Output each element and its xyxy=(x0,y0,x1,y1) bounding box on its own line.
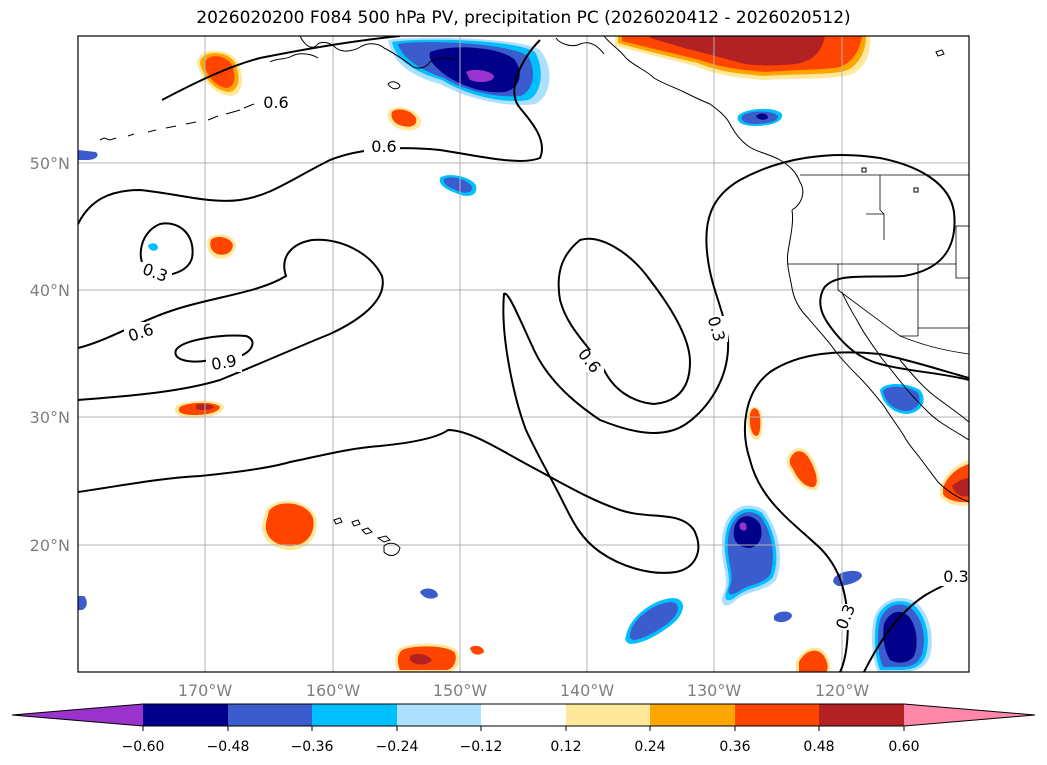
precip-blob-alaska-positive xyxy=(615,36,871,80)
state-borders xyxy=(788,174,969,355)
precip-blob-gulf-alaska xyxy=(388,37,550,106)
precip-blob-small-4 xyxy=(174,400,224,418)
contour-label-bg xyxy=(364,136,400,156)
map-frame xyxy=(77,35,970,673)
plot-title: 2026020200 F084 500 hPa PV, precipitatio… xyxy=(196,8,851,28)
lat-tick-label: 20°N xyxy=(30,536,70,555)
colorbar-segment xyxy=(397,704,481,726)
contour-label-bg xyxy=(832,604,858,630)
colorbar-tick-label: −0.36 xyxy=(291,739,334,755)
colorbar: −0.60 −0.48 −0.36 −0.24 −0.12 0.12 0.24 … xyxy=(11,703,1036,755)
colorbar-extend-min xyxy=(12,704,143,726)
precip-blob-south-2 xyxy=(625,598,684,644)
precip-blob-baja xyxy=(880,384,924,414)
contour-label: 0.9 xyxy=(210,351,238,374)
colorbar-segment xyxy=(481,704,566,726)
map-area: 0.6 0.6 0.3 0.6 0.9 0.6 0.3 0.3 0.3 xyxy=(78,36,969,672)
precip-blob-south-3 xyxy=(796,647,830,672)
colorbar-segment xyxy=(566,704,650,726)
precip-blob-bc xyxy=(737,108,783,126)
precip-blob-west-edge-2 xyxy=(78,596,87,610)
colorbar-tick-label: −0.24 xyxy=(376,739,419,755)
colorbar-segment xyxy=(143,704,228,726)
contour-label-bg xyxy=(124,322,158,342)
precip-blob-small-6 xyxy=(774,611,792,623)
precip-blob-west-edge xyxy=(78,150,98,160)
colorbar-segment xyxy=(735,704,819,726)
lat-tick-label: 30°N xyxy=(30,408,70,427)
precip-blob-small-3 xyxy=(207,234,236,259)
contour-label-bg xyxy=(256,92,296,112)
lat-axis: 50°N 40°N 30°N 20°N xyxy=(30,154,70,555)
colorbar-ticks xyxy=(142,726,905,731)
precip-blob-small-1 xyxy=(387,107,421,131)
precip-blob-small-2 xyxy=(439,175,477,196)
lon-tick-label: 140°W xyxy=(560,681,615,700)
colorbar-tick-label: 0.48 xyxy=(803,739,834,755)
precip-blob-tiny-2 xyxy=(420,588,438,599)
colorbar-extend-max xyxy=(904,704,1035,726)
contour-label: 0.6 xyxy=(371,137,396,156)
colorbar-segment xyxy=(228,704,312,726)
precip-blob-south-1 xyxy=(395,643,460,672)
lon-tick-label: 120°W xyxy=(815,681,870,700)
contour-labels: 0.6 0.6 0.3 0.6 0.9 0.6 0.3 0.3 0.3 xyxy=(124,92,969,632)
contour-label: 0.3 xyxy=(943,567,968,586)
contour-label-bg xyxy=(702,316,728,342)
precip-blob-127w-30n xyxy=(747,406,763,440)
colorbar-tick-label: −0.48 xyxy=(207,739,250,755)
contour-label-bg xyxy=(138,262,172,282)
precip-blob-southeast xyxy=(871,597,932,672)
precip-blob-122w-26n xyxy=(786,447,820,491)
colorbar-segment xyxy=(819,704,904,726)
colorbar-segment xyxy=(650,704,735,726)
lon-axis: 170°W 160°W 150°W 140°W 130°W 120°W xyxy=(178,681,870,700)
colorbar-tick-label: 0.12 xyxy=(550,739,581,755)
colorbar-tick-label: −0.60 xyxy=(122,739,165,755)
colorbar-tick-label: 0.60 xyxy=(888,739,919,755)
lat-tick-label: 40°N xyxy=(30,281,70,300)
colorbar-tick-label: −0.12 xyxy=(460,739,503,755)
coastlines xyxy=(99,36,969,556)
colorbar-segment xyxy=(312,704,397,726)
precip-blob-tiny-3 xyxy=(470,645,484,655)
gridlines xyxy=(78,36,969,672)
lat-tick-label: 50°N xyxy=(30,154,70,173)
lon-tick-label: 160°W xyxy=(306,681,361,700)
lon-tick-label: 150°W xyxy=(433,681,488,700)
lon-tick-label: 170°W xyxy=(178,681,233,700)
precip-blob-tiny-1 xyxy=(148,243,158,251)
contour-label-bg xyxy=(572,350,604,372)
precip-blob-hawaii xyxy=(261,500,317,550)
contour-label: 0.6 xyxy=(263,93,288,112)
contour-label-bg xyxy=(206,352,242,372)
contour-label-bg xyxy=(938,566,969,586)
lon-tick-label: 130°W xyxy=(687,681,742,700)
colorbar-tick-label: 0.24 xyxy=(634,739,665,755)
precip-blob-mexico xyxy=(940,460,969,506)
precip-blob-128w-20n xyxy=(721,505,780,606)
colorbar-tick-label: 0.36 xyxy=(719,739,750,755)
